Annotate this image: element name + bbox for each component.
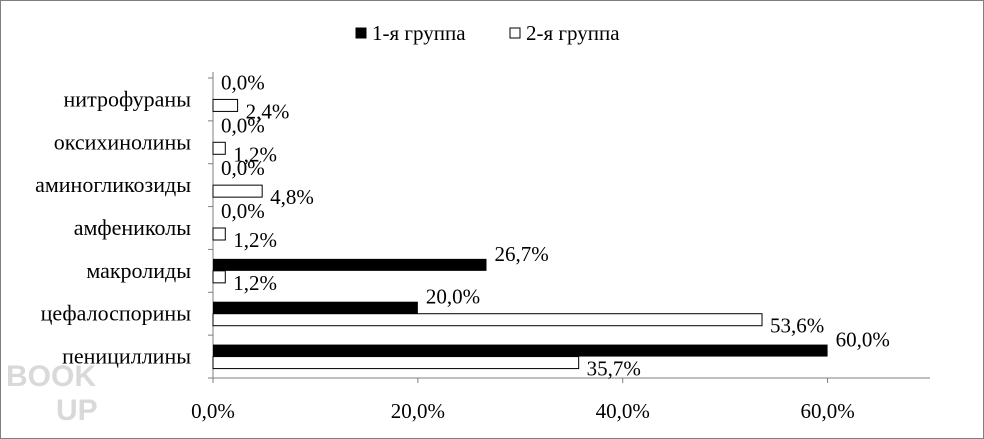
- data-label-group-2: 35,7%: [587, 357, 641, 381]
- legend-label-group-2: 2-я группа: [526, 21, 620, 45]
- data-label-group-1: 60,0%: [836, 328, 890, 352]
- x-tick-label: 0,0%: [191, 399, 235, 423]
- category-label: цефалоспорины: [41, 301, 192, 326]
- legend: 1-я группа 2-я группа: [355, 21, 620, 45]
- data-label-group-1: 0,0%: [221, 199, 265, 223]
- category-label: амфениколы: [74, 215, 192, 240]
- category-label: нитрофураны: [64, 86, 192, 111]
- data-label-group-1: 0,0%: [221, 70, 265, 94]
- category-label: макролиды: [86, 258, 191, 283]
- bar-group-2: [212, 227, 226, 241]
- data-label-group-1: 20,0%: [426, 285, 480, 309]
- x-tick-label: 60,0%: [800, 399, 854, 423]
- data-label-group-2: 1,2%: [233, 271, 277, 295]
- x-tick-label: 40,0%: [596, 399, 650, 423]
- data-label-group-2: 4,8%: [270, 185, 314, 209]
- data-label-group-2: 53,6%: [770, 314, 824, 338]
- watermark-logo: BOOK UP: [6, 360, 98, 427]
- bar-group-1: [213, 258, 487, 271]
- legend-label-group-1: 1-я группа: [372, 21, 466, 45]
- bar-group-1: [213, 344, 828, 357]
- data-label-group-2: 2,4%: [246, 99, 290, 123]
- data-label-group-2: 1,2%: [233, 142, 277, 166]
- data-label-group-1: 0,0%: [221, 113, 265, 137]
- bar-group-1: [213, 301, 418, 314]
- watermark-line-1: BOOK: [6, 360, 96, 393]
- data-label-group-1: 0,0%: [221, 156, 265, 180]
- category-label: оксихинолины: [54, 129, 191, 154]
- bar-group-2: [212, 270, 226, 284]
- bar-group-2: [212, 184, 263, 198]
- bar-group-2: [212, 356, 580, 370]
- legend-swatch-group-1: [355, 27, 367, 39]
- watermark-line-2: UP: [56, 394, 98, 427]
- category-label: пенициллины: [62, 344, 191, 369]
- data-label-group-1: 26,7%: [494, 242, 548, 266]
- data-label-group-2: 1,2%: [233, 228, 277, 252]
- bar-group-2: [212, 98, 239, 112]
- category-label: аминогликозиды: [35, 172, 191, 197]
- plot-area: 0,0% 20,0% 40,0% 60,0%нитрофураны0,0%2,4%ок…: [35, 70, 930, 423]
- legend-swatch-group-2: [509, 27, 521, 39]
- x-tick-label: 20,0%: [391, 399, 445, 423]
- bar-group-2: [212, 141, 226, 155]
- bar-group-2: [212, 313, 763, 327]
